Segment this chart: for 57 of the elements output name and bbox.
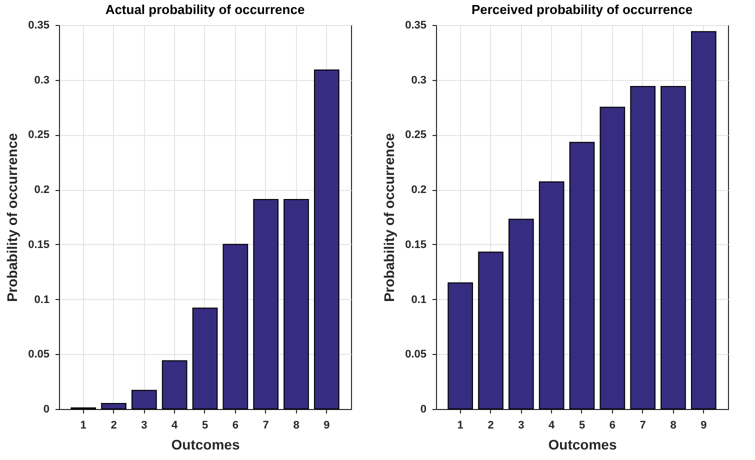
bar [569,142,595,410]
bar [162,360,188,410]
bar [101,403,126,410]
bar [630,86,656,410]
y-tick-label: 0.15 [28,238,50,251]
y-tick-label: 0.1 [411,294,426,306]
y-tick-label: 0.2 [411,184,426,196]
x-tick-label: 7 [640,420,646,432]
x-tick-label: 5 [578,420,586,432]
x-tick-label: 5 [202,420,208,432]
x-tick-label: 7 [262,420,269,432]
x-tick-label: 6 [232,420,238,432]
bar [284,198,309,410]
y-tick-label: 0.1 [34,294,50,306]
x-tick-label: 2 [110,420,117,432]
x-tick-label: 9 [700,420,707,432]
bar [222,244,248,410]
bar [448,282,473,410]
chart-title: Perceived probability of occurrence [471,2,693,17]
x-tick-label: 4 [172,420,179,432]
bar [600,106,626,410]
bar [132,390,157,410]
bar [192,308,218,410]
bar [314,69,340,410]
bar [660,86,686,410]
bar [253,198,278,410]
x-axis-title: Outcomes [171,436,240,452]
y-tick-label: 0.05 [405,348,426,361]
y-tick-label: 0 [43,404,50,416]
bar [478,252,504,410]
x-tick-label: 9 [324,420,330,432]
y-axis-title: Probability of occurrence [381,132,398,302]
chart-title: Actual probability of occurrence [105,2,305,17]
x-tick-label: 3 [518,420,524,432]
y-tick-label: 0 [420,404,426,416]
y-tick-label: 0.35 [28,20,50,32]
x-tick-label: 6 [609,420,616,432]
y-tick-label: 0.15 [405,238,426,251]
y-tick-label: 0.25 [28,129,50,142]
x-axis-title: Outcomes [548,436,617,452]
y-tick-label: 0.35 [405,20,426,32]
bar [538,181,564,410]
x-tick-label: 3 [141,420,148,432]
bar [508,218,534,410]
y-axis-title: Probability of occurrence [4,132,20,302]
y-tick-label: 0.25 [405,129,426,142]
y-tick-label: 0.3 [34,74,50,86]
x-tick-label: 2 [488,420,494,432]
x-tick-label: 8 [293,420,300,432]
x-tick-label: 8 [670,420,676,432]
x-tick-label: 1 [457,420,464,432]
y-tick-label: 0.3 [411,74,426,86]
y-tick-label: 0.2 [34,184,50,196]
y-tick-label: 0.05 [28,348,50,361]
x-tick-label: 1 [80,420,86,432]
bar [691,31,716,410]
x-tick-label: 4 [548,420,556,432]
